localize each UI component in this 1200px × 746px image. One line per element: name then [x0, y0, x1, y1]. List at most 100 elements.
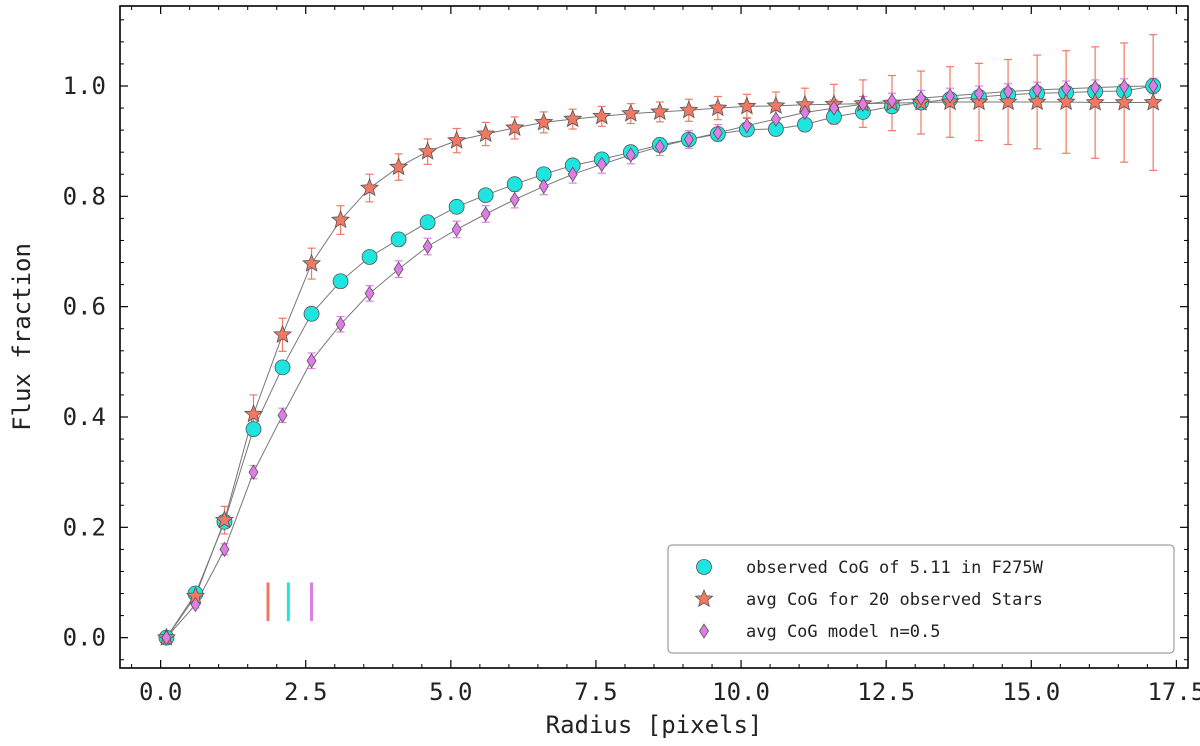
star-marker	[998, 91, 1018, 111]
diamond-marker	[277, 407, 288, 424]
diamond-marker	[1119, 78, 1130, 95]
y-tick-label: 0.4	[63, 403, 106, 431]
circle-marker	[448, 198, 465, 215]
star-marker	[505, 117, 525, 137]
diamond-marker	[451, 221, 462, 238]
star-marker	[1143, 92, 1163, 111]
diamond-marker	[480, 206, 491, 222]
star-marker	[737, 96, 757, 115]
star-marker	[302, 253, 322, 272]
diamond-marker	[1003, 83, 1014, 100]
axis-ticks: 0.0 2.5 5.0 7.5 10.0 12.5 15.0 17.5 0.0 0.2 0.4 0.6…	[63, 6, 1200, 706]
diamond-marker	[161, 629, 172, 646]
diamond-marker	[916, 90, 926, 106]
y-tick-label: 0.2	[63, 513, 106, 541]
diamond-marker	[306, 352, 317, 369]
circle-marker	[274, 359, 291, 376]
diamond-marker	[364, 285, 375, 302]
circle-marker	[245, 421, 262, 438]
x-tick-label: 15.0	[1002, 678, 1060, 706]
x-axis-label: Radius [pixels]	[546, 711, 763, 739]
x-tick-label: 7.5	[574, 678, 617, 706]
circle-marker	[303, 305, 320, 322]
diamond-marker	[1090, 79, 1101, 96]
x-tick-label: 12.5	[857, 678, 915, 706]
plot-frame	[119, 5, 1189, 669]
star-marker	[1056, 91, 1076, 111]
circle-marker	[332, 273, 349, 290]
x-tick-label: 10.0	[712, 678, 770, 706]
circle-marker	[361, 249, 378, 265]
star-marker	[1027, 91, 1047, 111]
x-tick-label: 5.0	[429, 678, 472, 706]
y-tick-label: 1.0	[63, 72, 106, 100]
diamond-marker	[712, 125, 723, 141]
star-marker	[243, 404, 264, 423]
diamond-marker	[857, 96, 868, 112]
radius-markers	[266, 582, 314, 622]
circle-marker	[506, 176, 523, 193]
diamond-marker	[1032, 82, 1043, 98]
diamond-marker	[538, 178, 549, 195]
star-marker	[447, 130, 467, 149]
diamond-marker	[974, 85, 985, 102]
legend-marker	[694, 588, 714, 608]
star-marker	[708, 98, 728, 117]
diamond-marker	[770, 111, 781, 127]
x-tick-label: 2.5	[284, 678, 327, 706]
circle-marker	[419, 214, 436, 231]
x-tick-label: 17.5	[1147, 678, 1200, 706]
star-marker	[563, 109, 583, 128]
star-marker	[766, 95, 786, 114]
legend-label: avg CoG model n=0.5	[746, 622, 940, 642]
diamond-marker	[741, 117, 752, 134]
y-tick-label: 0.0	[63, 624, 106, 652]
star-marker	[650, 101, 670, 121]
star-marker	[214, 510, 234, 529]
legend-label: observed CoG of 5.11 in F275W	[746, 558, 1044, 578]
star-marker	[1114, 92, 1134, 111]
circle-marker	[477, 187, 494, 204]
legend: observed CoG of 5.11 in F275W avg CoG for…	[667, 544, 1175, 654]
star-marker	[592, 106, 612, 125]
star-marker	[476, 123, 496, 143]
diamond-marker	[1148, 78, 1159, 94]
legend-label: avg CoG for 20 observed Stars	[746, 590, 1043, 610]
y-axis-label: Flux fraction	[8, 243, 36, 431]
diamond-marker	[799, 104, 810, 121]
diamond-marker	[219, 541, 230, 558]
star-marker	[621, 103, 641, 122]
diamond-marker	[509, 191, 520, 208]
star-marker	[330, 209, 351, 229]
star-marker	[679, 100, 699, 119]
star-marker	[359, 178, 380, 197]
diamond-marker	[828, 100, 839, 116]
legend-marker	[699, 623, 709, 639]
y-tick-label: 0.8	[63, 182, 106, 210]
y-tick-label: 0.6	[63, 293, 106, 321]
x-tick-label: 0.0	[139, 678, 182, 706]
star-marker	[272, 324, 293, 343]
diamond-marker	[567, 166, 578, 182]
diamond-marker	[190, 596, 201, 613]
data-markers	[156, 78, 1163, 646]
diamond-marker	[422, 238, 433, 255]
diamond-marker	[887, 93, 897, 109]
diamond-marker	[393, 261, 404, 277]
legend-box	[667, 544, 1175, 654]
star-marker	[418, 141, 438, 160]
diamond-marker	[335, 316, 346, 333]
diamond-marker	[596, 156, 607, 173]
legend-marker	[696, 559, 712, 575]
star-marker	[534, 112, 554, 131]
diamond-marker	[654, 138, 665, 155]
diamond-marker	[248, 464, 259, 480]
diamond-marker	[1061, 81, 1072, 97]
diamond-marker	[625, 147, 636, 163]
error-bars	[191, 34, 1158, 609]
diamond-marker	[945, 88, 955, 104]
star-marker	[1085, 92, 1105, 111]
star-marker	[388, 157, 409, 176]
diamond-marker	[683, 131, 694, 148]
